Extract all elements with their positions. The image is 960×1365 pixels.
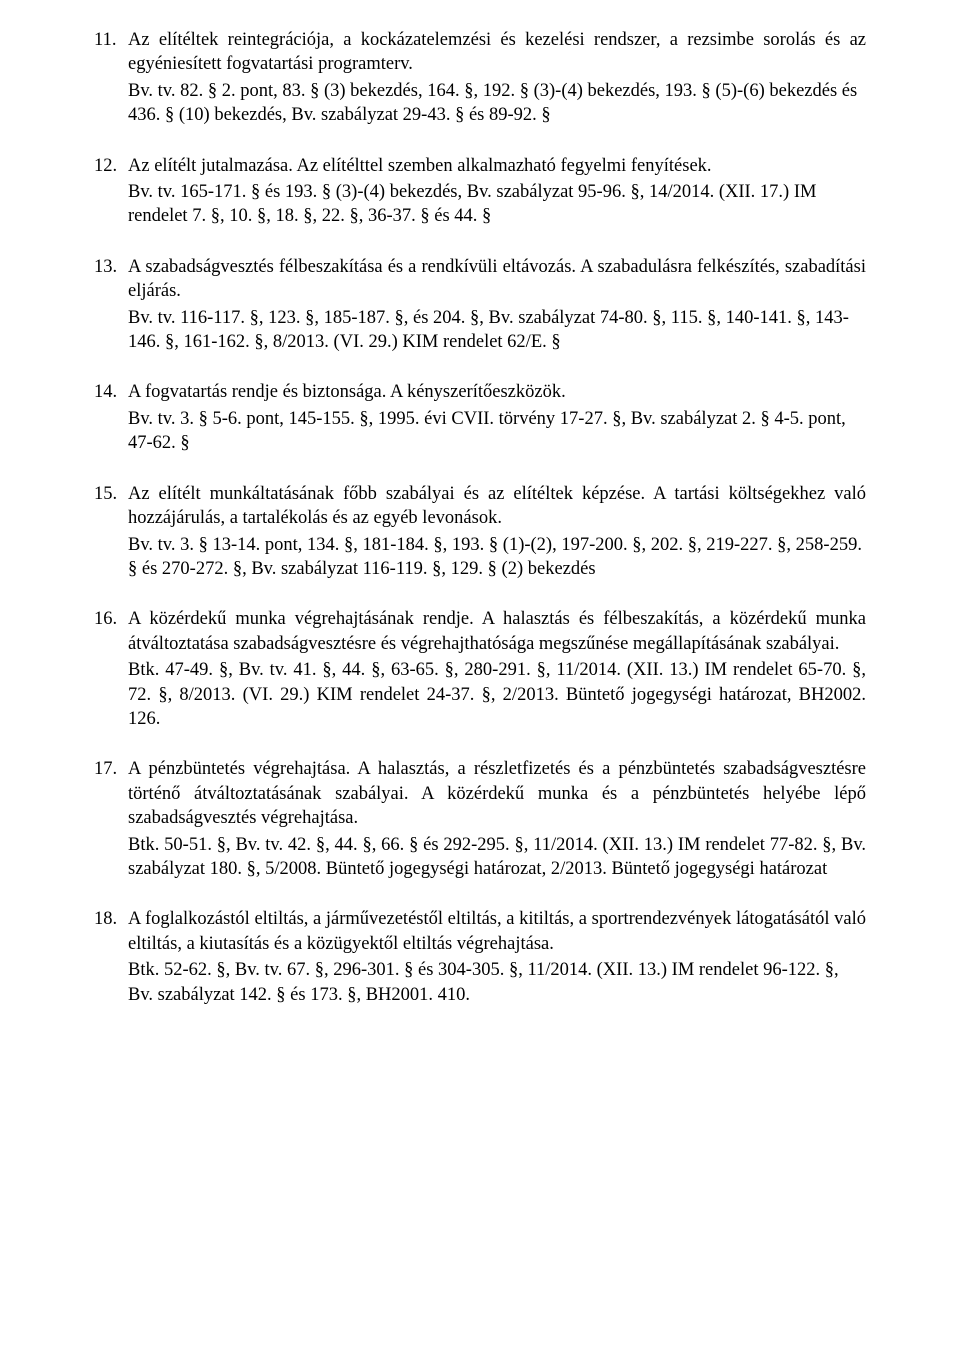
item-content: A pénzbüntetés végrehajtása. A halasztás… <box>128 757 866 881</box>
item-content: Az elítélt munkáltatásának főbb szabálya… <box>128 482 866 582</box>
item-content: A fogvatartás rendje és biztonsága. A ké… <box>128 380 866 455</box>
item-reference: Bv. tv. 3. § 5-6. pont, 145-155. §, 1995… <box>128 407 866 456</box>
item-reference: Bv. tv. 116-117. §, 123. §, 185-187. §, … <box>128 306 866 355</box>
item-number: 14. <box>94 380 128 455</box>
numbered-list: 11.Az elítéltek reintegrációja, a kockáz… <box>94 28 866 1007</box>
item-title: Az elítélt jutalmazása. Az elítélttel sz… <box>128 154 866 178</box>
item-title: A foglalkozástól eltiltás, a járművezeté… <box>128 907 866 956</box>
item-reference: Bv. tv. 165-171. § és 193. § (3)-(4) bek… <box>128 180 866 229</box>
item-title: Az elítéltek reintegrációja, a kockázate… <box>128 28 866 77</box>
list-item: 14.A fogvatartás rendje és biztonsága. A… <box>94 380 866 455</box>
list-item: 12.Az elítélt jutalmazása. Az elítélttel… <box>94 154 866 229</box>
item-number: 13. <box>94 255 128 355</box>
item-reference: Btk. 52-62. §, Bv. tv. 67. §, 296-301. §… <box>128 958 866 1007</box>
item-number: 16. <box>94 607 128 731</box>
list-item: 18.A foglalkozástól eltiltás, a járművez… <box>94 907 866 1007</box>
item-number: 15. <box>94 482 128 582</box>
item-content: A szabadságvesztés félbeszakítása és a r… <box>128 255 866 355</box>
list-item: 17.A pénzbüntetés végrehajtása. A halasz… <box>94 757 866 881</box>
list-item: 16.A közérdekű munka végrehajtásának ren… <box>94 607 866 731</box>
list-item: 15.Az elítélt munkáltatásának főbb szabá… <box>94 482 866 582</box>
item-number: 18. <box>94 907 128 1007</box>
item-title: Az elítélt munkáltatásának főbb szabálya… <box>128 482 866 531</box>
item-content: A foglalkozástól eltiltás, a járművezeté… <box>128 907 866 1007</box>
item-reference: Btk. 50-51. §, Bv. tv. 42. §, 44. §, 66.… <box>128 833 866 882</box>
item-title: A pénzbüntetés végrehajtása. A halasztás… <box>128 757 866 830</box>
item-number: 12. <box>94 154 128 229</box>
item-title: A szabadságvesztés félbeszakítása és a r… <box>128 255 866 304</box>
item-reference: Btk. 47-49. §, Bv. tv. 41. §, 44. §, 63-… <box>128 658 866 731</box>
item-title: A fogvatartás rendje és biztonsága. A ké… <box>128 380 866 404</box>
list-item: 11.Az elítéltek reintegrációja, a kockáz… <box>94 28 866 128</box>
item-content: Az elítélt jutalmazása. Az elítélttel sz… <box>128 154 866 229</box>
item-content: Az elítéltek reintegrációja, a kockázate… <box>128 28 866 128</box>
item-content: A közérdekű munka végrehajtásának rendje… <box>128 607 866 731</box>
item-number: 17. <box>94 757 128 881</box>
item-title: A közérdekű munka végrehajtásának rendje… <box>128 607 866 656</box>
item-number: 11. <box>94 28 128 128</box>
list-item: 13.A szabadságvesztés félbeszakítása és … <box>94 255 866 355</box>
item-reference: Bv. tv. 82. § 2. pont, 83. § (3) bekezdé… <box>128 79 866 128</box>
item-reference: Bv. tv. 3. § 13-14. pont, 134. §, 181-18… <box>128 533 866 582</box>
